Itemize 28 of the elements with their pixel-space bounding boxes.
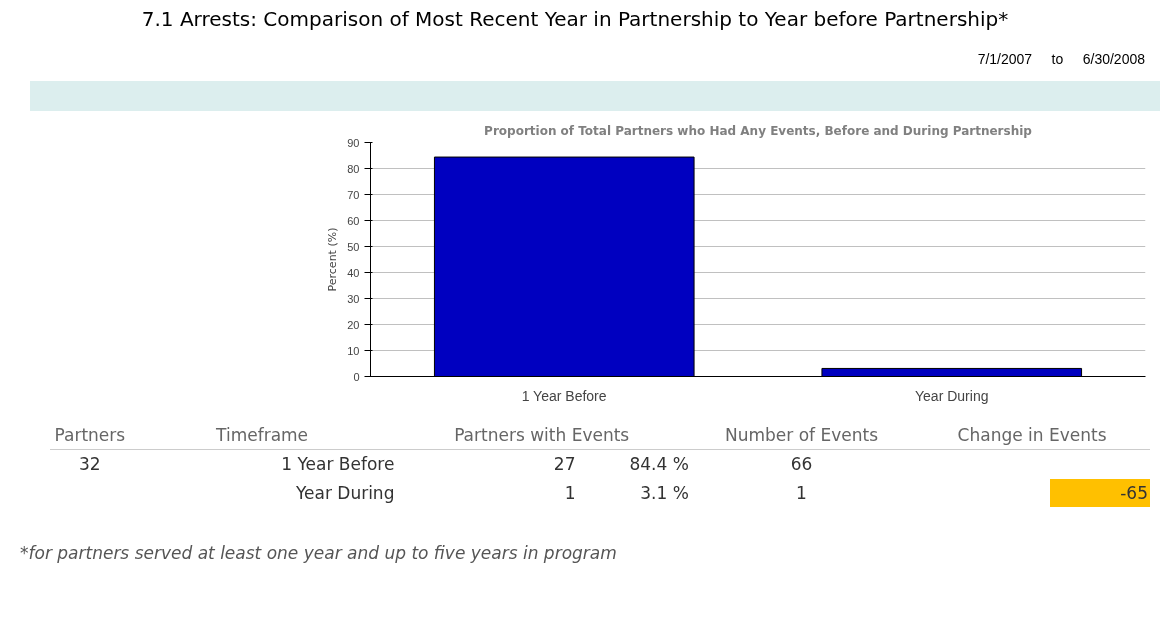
y-tick-label: 30 (347, 292, 360, 305)
y-axis-title: Percent (%) (326, 227, 340, 292)
text: Partners with Events (453, 424, 631, 447)
text: -65 (1050, 478, 1150, 507)
text: 1 Year Before (280, 453, 395, 477)
text: Change in Events (956, 424, 1108, 447)
y-tick-label: 50 (347, 240, 360, 253)
text: Number of Events (724, 424, 880, 447)
text: 7/1/2007 to 6/30/2008 (977, 51, 1145, 67)
text: *for partners served at least one year and up to five years in program (20, 542, 617, 565)
y-tick-label: 40 (347, 266, 360, 279)
text: 32 (78, 453, 102, 477)
text: Partners (53, 424, 127, 447)
y-tick-label: 10 (347, 344, 360, 357)
y-tick-label: 60 (347, 214, 360, 227)
text: 1 (795, 481, 808, 505)
y-tick-label: 70 (347, 188, 360, 201)
text: 66 (789, 453, 814, 477)
text: Year During (294, 481, 395, 505)
y-tick-label: 20 (347, 318, 360, 331)
text: Timeframe (215, 424, 310, 447)
y-tick-label: 90 (347, 136, 360, 149)
chart-title: 7.1 Arrests: Comparison of Most Recent Year in Partnership to Year before Partnership* (141, 6, 1009, 33)
text: 1 3.1 % (564, 482, 689, 503)
y-tick-label: 0 (353, 370, 360, 383)
y-tick-label: 80 (347, 162, 360, 175)
chart-subtitle: Proportion of Total Partners who Had Any Events, Before and During Partnership (484, 123, 1033, 138)
text: 27 84.4 % (553, 454, 689, 475)
